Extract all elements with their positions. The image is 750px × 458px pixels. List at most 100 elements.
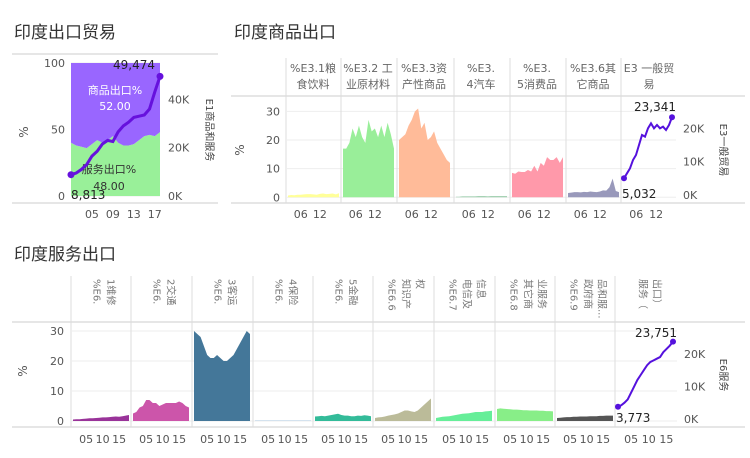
goods-section-title: 印度商品出口 [234,23,336,43]
services-panel-header-0-line-0: %E6. [91,279,102,304]
services-x-tick-9-0: 05 [624,433,638,446]
goods-line-header-0: E3 一般贸 [624,62,674,75]
trade-goods-label: 商品出口% [88,83,142,97]
services-y-tick-3: 30 [50,325,64,338]
services-x-tick-8-2: 15 [596,433,610,446]
trade-right-tick-1: 20K [168,142,190,155]
services-panel-header-8-line-1: 政府商 [582,279,595,309]
goods-x-tick-4-0: 06 [518,208,532,221]
goods-x-tick-0-0: 06 [294,208,308,221]
goods-line-start-point [621,175,627,182]
trade-right-tick-0: 0K [168,190,183,203]
services-area-finance [315,413,371,421]
goods-x-tick-3-0: 06 [462,208,476,221]
services-line-header-line-1: 出口） [651,279,664,309]
services-panel-header-8-line-0: %E6.9 [568,279,579,311]
goods-y-tick-2: 20 [266,134,280,147]
trade-y-tick-0: 0 [58,190,65,203]
trade-line-start-label: 8,813 [71,188,105,202]
goods-x-tick-2-0: 06 [405,208,419,221]
trade-goods-area [71,63,160,149]
services-x-tick-2-2: 15 [233,433,247,446]
services-section-title: 印度服务出口 [14,245,116,265]
goods-line-start-label: 5,032 [622,187,656,201]
services-x-tick-1-1: 10 [156,433,170,446]
goods-panel-header-0-1: 食饮料 [297,77,330,91]
services-x-tick-4-1: 10 [338,433,352,446]
services-right-tick-0: 0K [684,413,699,426]
services-x-tick-2-1: 10 [217,433,231,446]
services-x-tick-4-0: 05 [321,433,335,446]
trade-goods-value: 52.00 [99,100,131,113]
services-line-start-label: 3,773 [616,411,650,425]
goods-panel-header-5-1: 它商品 [577,77,610,91]
trade-services-value: 48.00 [93,180,125,193]
goods-line-end-label: 23,341 [634,100,676,114]
goods-x-tick-5-0: 06 [574,208,588,221]
services-panel-header-5-line-0: %E6.6 [386,279,397,311]
trade-x-tick-2: 13 [127,208,141,221]
trade-line-start-point [67,171,75,179]
goods-y-tick-3: 30 [266,105,280,118]
services-panel-header-5-line-2: 权 [414,279,427,289]
services-panel-header-7-line-1: 其它商 [522,279,535,309]
goods-x-tick-6-1: 12 [649,208,663,221]
trade-y-tick-1: 50 [51,124,65,137]
goods-y-tick-1: 10 [266,163,280,176]
trade-total-line [70,75,162,177]
services-right-tick-2: 20K [684,348,706,361]
goods-right-axis-label: E3一般贸易 [717,124,730,177]
services-panel-header-3-line-0: %E6. [273,279,284,304]
services-x-tick-9-2: 15 [659,433,673,446]
services-y-tick-0: 0 [57,415,64,428]
services-panel-header-6-line-1: 电信及 [461,279,474,309]
goods-panel-header-4-0: %E3. [523,62,551,75]
services-y-axis-label: % [16,365,30,376]
goods-x-tick-1-0: 06 [349,208,363,221]
services-x-tick-2-0: 05 [200,433,214,446]
services-panel-header-4-line-1: 5金融 [347,279,360,305]
services-x-tick-7-2: 15 [536,433,550,446]
goods-right-tick-2: 20K [683,122,705,135]
goods-area-fuel [399,108,450,198]
goods-panel-header-4-1: 5消费品 [517,77,557,91]
services-line-header-line-0: 服务（ [637,279,650,309]
services-panel-header-7-line-2: 业服务 [536,279,549,309]
trade-y-axis-label: % [17,126,31,137]
goods-y-tick-0: 0 [273,191,280,204]
services-x-tick-7-0: 05 [503,433,517,446]
goods-panel-header-3-0: %E3. [467,62,495,75]
services-x-tick-5-0: 05 [381,433,395,446]
goods-panel-header-1-0: %E3.2 工 [343,62,392,75]
services-panel-header-2-line-1: 3客运 [226,279,239,305]
goods-x-tick-5-1: 12 [593,208,607,221]
services-right-tick-1: 10K [684,380,706,393]
goods-y-axis-label: % [233,144,247,155]
goods-x-tick-0-1: 12 [313,208,327,221]
services-x-tick-3-0: 05 [261,433,275,446]
services-area-ip [375,398,431,421]
services-right-axis-label: E6服务 [717,359,730,392]
trade-line-end-point [156,72,164,80]
goods-x-tick-6-0: 06 [629,208,643,221]
trade-line-end-label: 49,474 [113,58,155,72]
trade-services-area [71,132,160,196]
services-area-gov [557,415,613,421]
services-y-tick-1: 10 [50,385,64,398]
goods-line-header-1: 易 [644,78,655,91]
services-x-tick-5-2: 15 [414,433,428,446]
goods-area-other_goods [568,178,619,198]
goods-area-agri [343,119,394,198]
services-area-repair [73,415,129,421]
services-area-telecom [436,410,492,421]
services-x-tick-3-1: 10 [278,433,292,446]
services-panel-header-5-line-1: 知识产 [400,279,413,309]
goods-right-tick-1: 10K [683,156,705,169]
goods-x-tick-4-1: 12 [537,208,551,221]
services-x-tick-4-2: 15 [354,433,368,446]
services-panel-header-1-line-0: %E6. [151,279,162,304]
services-area-travel [194,331,250,421]
goods-right-tick-0: 0K [683,189,698,202]
goods-panel-header-2-1: 产性商品 [402,77,446,91]
